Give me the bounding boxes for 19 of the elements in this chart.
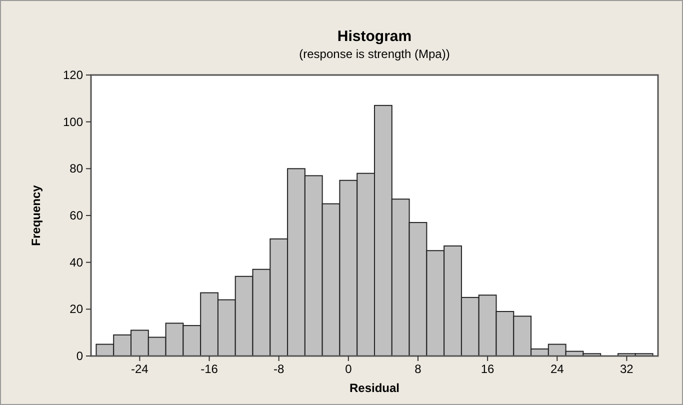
y-tick-label: 60	[70, 208, 84, 222]
y-tick-label: 120	[62, 68, 84, 82]
y-tick-label: 0	[76, 349, 84, 363]
y-tick-label: 100	[62, 114, 84, 129]
x-tick-label: -8	[274, 362, 284, 376]
chart-title: Histogram	[337, 28, 412, 45]
x-tick-label: 16	[480, 362, 495, 376]
x-tick-label: 24	[550, 362, 564, 376]
x-tick-label: -24	[131, 362, 149, 376]
y-axis-title: Frequency	[29, 184, 43, 246]
chart-subtitle: (response is strength (Mpa))	[299, 47, 450, 61]
y-tick-label: 20	[70, 302, 84, 316]
y-tick-label: 40	[70, 255, 84, 270]
x-tick-label: 32	[620, 362, 634, 376]
y-tick-label: 80	[70, 162, 84, 176]
x-tick-label: 8	[414, 362, 422, 376]
x-tick-label: -16	[200, 362, 218, 376]
x-tick-label: 0	[345, 362, 352, 376]
x-axis-title: Residual	[349, 381, 400, 395]
